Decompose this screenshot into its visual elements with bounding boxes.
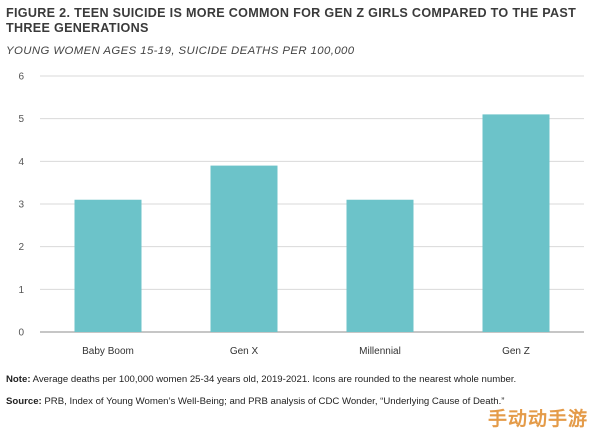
chart-title: FIGURE 2. TEEN SUICIDE IS MORE COMMON FO… — [6, 6, 577, 35]
y-tick-label: 3 — [18, 200, 24, 211]
y-tick-label: 1 — [18, 285, 24, 296]
source-text: PRB, Index of Young Women’s Well-Being; … — [41, 396, 505, 407]
y-tick-label: 6 — [18, 72, 24, 83]
y-tick-label: 5 — [18, 114, 24, 125]
note-text: Average deaths per 100,000 women 25-34 y… — [30, 374, 517, 385]
x-tick-label: Baby Boom — [82, 346, 134, 357]
bar — [346, 199, 414, 332]
source-label: Source: — [6, 396, 42, 407]
watermark-logo: 手动动手游 — [487, 408, 588, 430]
y-tick-label: 2 — [18, 242, 24, 253]
y-tick-label: 4 — [18, 157, 24, 168]
chart-source: Source: PRB, Index of Young Women’s Well… — [6, 396, 586, 408]
y-tick-label: 0 — [18, 328, 24, 339]
x-tick-label: Millennial — [359, 346, 401, 357]
note-label: Note: — [6, 374, 31, 385]
chart-subtitle: YOUNG WOMEN AGES 15-19, SUICIDE DEATHS P… — [6, 45, 355, 57]
bar — [482, 114, 550, 333]
x-tick-label: Gen X — [230, 346, 259, 357]
chart-note: Note: Average deaths per 100,000 women 2… — [6, 374, 586, 386]
x-tick-label: Gen Z — [502, 346, 530, 357]
bar — [74, 199, 142, 332]
bar — [210, 165, 278, 332]
